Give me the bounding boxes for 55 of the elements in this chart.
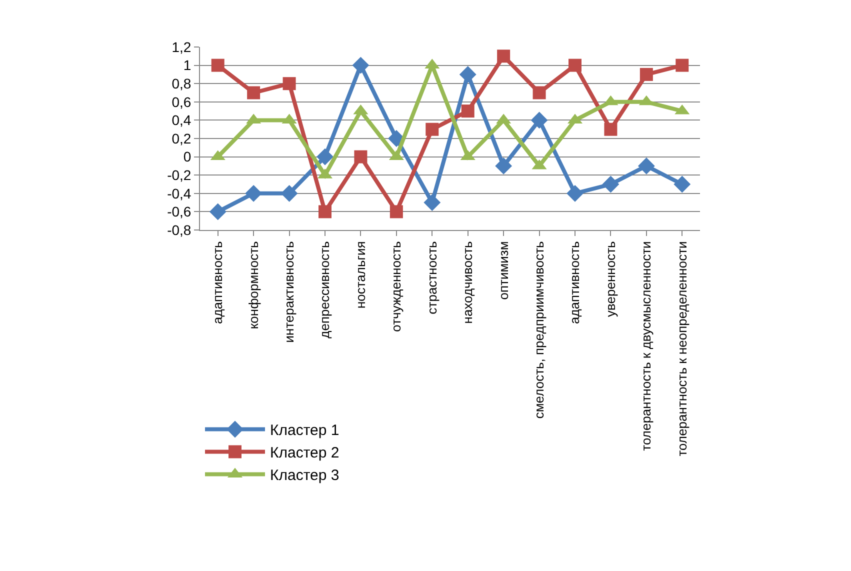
point [676, 58, 689, 72]
point [497, 50, 510, 63]
point [209, 203, 226, 220]
x-tick-label: интерактивность [282, 240, 297, 343]
point [318, 205, 332, 218]
x-tick-label: страстность [424, 240, 440, 314]
x-tick-label: толерантность к двусмысленности [638, 241, 654, 451]
x-tick-label: уверенность [602, 240, 618, 317]
y-tick-label: 0 [183, 148, 192, 165]
y-tick-label: 1 [183, 57, 192, 74]
x-tick-label: смелость, предприимчивость [532, 240, 547, 419]
point [459, 66, 476, 83]
point [532, 86, 546, 100]
point [426, 122, 439, 136]
point [316, 148, 334, 166]
point [280, 184, 298, 202]
point [354, 150, 368, 164]
x-tick-label: адаптивность [567, 240, 582, 324]
point [602, 176, 620, 193]
x-tick-label: адаптивность [210, 240, 226, 324]
y-tick-label: -0,8 [167, 222, 192, 238]
y-tick-label: 0,4 [172, 112, 192, 128]
legend-label: Кластер 2 [270, 444, 340, 462]
point [247, 86, 260, 100]
legend-label: Кластер 3 [270, 467, 340, 484]
y-tick-label: -0,2 [167, 167, 192, 183]
point [638, 158, 655, 174]
point [566, 184, 584, 202]
point [245, 184, 262, 202]
point [640, 68, 653, 81]
point [530, 112, 548, 129]
x-tick-label: отчужденность [388, 240, 404, 332]
x-tick-label: оптимизм [496, 241, 511, 300]
y-tick-label: 0,6 [172, 94, 192, 110]
point [352, 56, 370, 74]
y-tick-label: 1,2 [172, 38, 192, 55]
point [461, 104, 474, 118]
point [568, 58, 582, 72]
y-tick-label: -0,4 [167, 185, 192, 202]
point [390, 205, 403, 218]
point [211, 58, 224, 72]
legend-label: Кластер 1 [270, 422, 340, 440]
x-tick-label: толерантность к неопределенности [674, 241, 690, 456]
x-tick-label: находчивость [460, 240, 476, 324]
x-tick-label: депрессивность [317, 240, 332, 338]
point [604, 122, 618, 136]
x-tick-label: ностальгия [352, 241, 368, 309]
y-tick-label: -0,6 [167, 204, 192, 220]
point [674, 176, 691, 193]
point [282, 77, 296, 90]
y-tick-label: 0,2 [172, 130, 192, 146]
x-tick-label: конформность [246, 240, 261, 330]
point [495, 158, 512, 174]
point [424, 194, 441, 211]
y-tick-label: 0,8 [172, 76, 192, 92]
